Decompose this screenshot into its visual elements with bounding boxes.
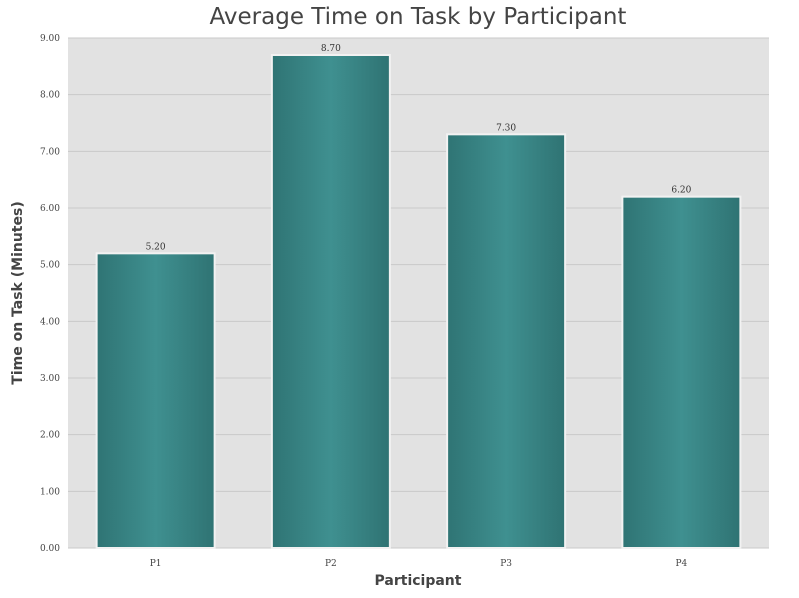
- data-label-p3: 7.30: [496, 123, 516, 133]
- bar-p2: [270, 54, 391, 549]
- x-tick-label: P1: [150, 559, 162, 569]
- y-tick-label: 4.00: [40, 317, 60, 327]
- bars: [95, 54, 742, 550]
- x-tick-label: P3: [500, 559, 512, 569]
- y-axis-ticks: 0.00 1.00 2.00 3.00 4.00 5.00 6.00 7.00 8.00 9.00: [40, 34, 60, 554]
- bar-p1: [95, 252, 216, 549]
- x-axis-label: Participant: [375, 573, 462, 589]
- y-tick-label: 3.00: [40, 374, 60, 384]
- chart-title: Average Time on Task by Participant: [210, 4, 627, 30]
- y-axis-label: Time on Task (Minutes): [10, 201, 26, 384]
- x-axis-ticks: P1 P2 P3 P4: [150, 559, 688, 569]
- y-tick-label: 7.00: [40, 147, 60, 157]
- y-tick-label: 2.00: [40, 431, 60, 441]
- data-label-p4: 6.20: [671, 186, 691, 196]
- y-tick-label: 6.00: [40, 204, 60, 214]
- y-tick-label: 9.00: [40, 34, 60, 44]
- x-tick-label: P4: [675, 559, 687, 569]
- data-label-p2: 8.70: [321, 44, 341, 54]
- y-tick-label: 8.00: [40, 91, 60, 101]
- y-tick-label: 5.00: [40, 261, 60, 271]
- bar-p4: [621, 195, 742, 550]
- y-tick-label: 0.00: [40, 544, 60, 554]
- data-label-p1: 5.20: [146, 242, 166, 252]
- data-labels: 5.20 8.70 7.30 6.20: [146, 44, 692, 252]
- bar-p3: [446, 133, 567, 549]
- x-tick-label: P2: [325, 559, 337, 569]
- y-tick-label: 1.00: [40, 487, 60, 497]
